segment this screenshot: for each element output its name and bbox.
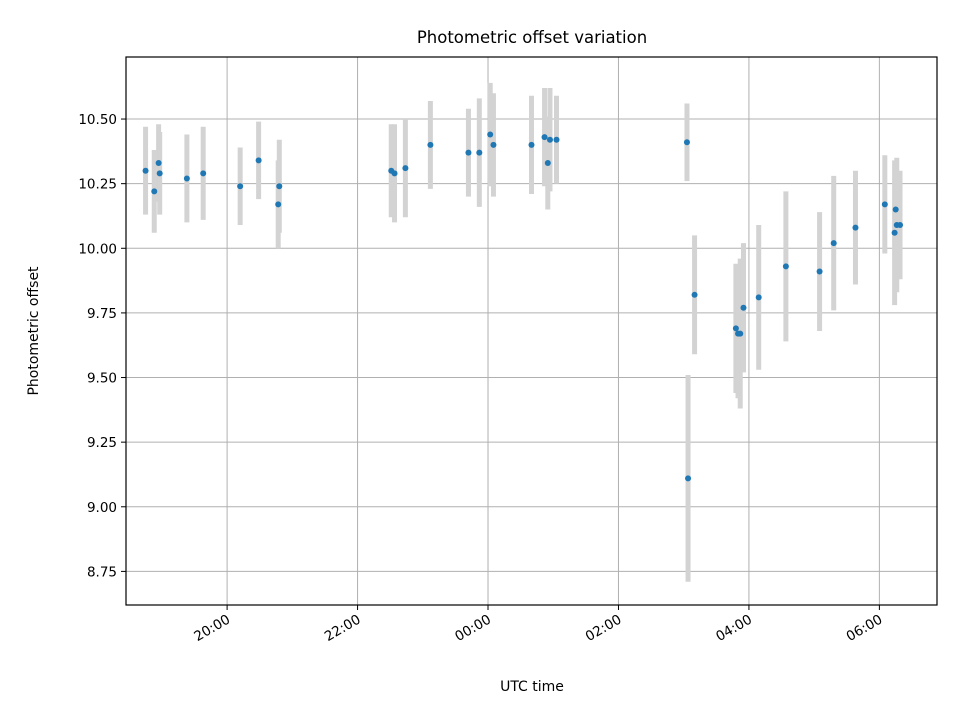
x-tick-label: 00:00 [452,612,494,645]
data-point [490,141,497,148]
y-tick-label: 9.75 [87,306,117,322]
data-point [691,291,698,298]
data-point [391,170,398,177]
x-tick-label: 02:00 [583,612,625,645]
data-point [897,222,904,229]
y-tick-label: 10.25 [78,177,117,193]
x-axis-label: UTC time [500,679,564,695]
y-tick-label: 9.25 [87,435,117,451]
y-tick-label: 8.75 [87,564,117,580]
data-point [275,201,282,208]
data-point [402,165,409,172]
data-point [151,188,158,195]
y-axis-ticks: 8.75 9.00 9.25 9.50 9.75 10.00 10.25 10.50 [78,112,126,580]
y-tick-label: 9.00 [87,500,117,516]
data-point [852,224,859,231]
data-point [487,131,494,138]
data-point [732,325,739,332]
data-point [237,183,244,190]
y-axis-label: Photometric offset [26,266,42,396]
data-point [755,294,762,301]
x-tick-label: 22:00 [322,612,364,645]
data-point [200,170,207,177]
data-point [891,229,898,236]
data-point [142,167,149,174]
x-tick-label: 20:00 [191,612,233,645]
data-point [816,268,823,275]
y-tick-label: 10.50 [78,112,117,128]
data-point [541,134,548,141]
chart-title: Photometric offset variation [417,28,647,47]
data-point [892,206,899,213]
data-point [737,330,744,337]
data-point [740,304,747,311]
data-point [183,175,190,182]
data-point [553,136,560,143]
data-point [155,159,162,166]
data-points [142,131,904,482]
data-point [528,141,535,148]
y-tick-label: 9.50 [87,371,117,387]
data-point [476,149,483,156]
data-point [255,157,262,164]
data-point [685,475,692,482]
data-point [276,183,283,190]
x-axis-ticks: 20:00 22:00 00:00 02:00 04:00 06:00 [191,605,885,645]
y-tick-label: 10.00 [78,241,117,257]
x-tick-label: 06:00 [844,612,886,645]
data-point [830,240,837,247]
data-point [782,263,789,270]
data-point [465,149,472,156]
data-point [544,159,551,166]
data-point [156,170,163,177]
plot-frame [125,56,938,606]
data-point [881,201,888,208]
data-point [546,136,553,143]
x-tick-label: 04:00 [713,612,755,645]
data-point [683,139,690,146]
data-point [427,141,434,148]
